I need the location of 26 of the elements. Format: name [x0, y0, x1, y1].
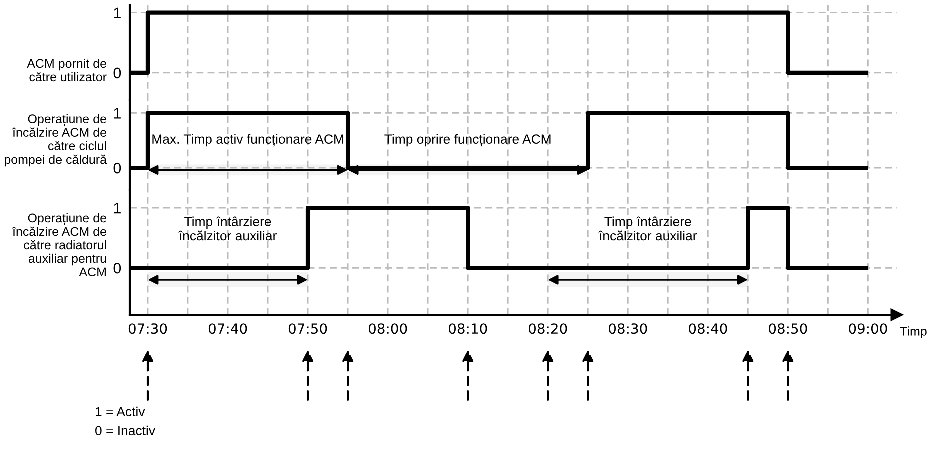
x-tick-label: 07:50: [288, 324, 328, 334]
text: 1 = Activ: [96, 406, 146, 417]
y-tick-label: 1: [114, 108, 121, 119]
y-axis-title: Operațiune de încălzire ACM de către radiatorul auxiliar pentru ACM: [12, 213, 106, 277]
x-axis-title: Timp: [900, 326, 927, 338]
y-tick-label: 0: [114, 68, 122, 79]
x-tick-label: 09:00: [849, 324, 888, 334]
x-tick-label: 07:40: [208, 324, 248, 334]
y-tick-label: 1: [114, 8, 121, 18]
y-tick-label: 0: [114, 162, 122, 174]
text: 0 = Inactiv: [96, 426, 156, 436]
band-label: Timp întârziere încălzitor auxiliar: [178, 216, 277, 241]
x-tick-label: 08:10: [449, 324, 488, 334]
y-tick-label: 0: [114, 262, 122, 274]
x-tick-label: 08:00: [368, 324, 408, 334]
x-tick-label: 08:30: [609, 324, 648, 334]
y-tick-label: 1: [114, 203, 121, 214]
x-tick-label: 08:40: [689, 324, 728, 334]
x-tick-label: 08:50: [769, 324, 808, 334]
x-tick-label: 08:20: [528, 324, 568, 334]
band-label: Timp întârziere încălzitor auxiliar: [598, 216, 698, 241]
y-axis-title: ACM pornit de către utilizator: [27, 58, 107, 82]
band-label: Max. Timp activ funcționare ACM: [152, 134, 344, 147]
x-tick-label: 07:30: [128, 324, 168, 334]
y-axis-title: Operațiune de încălzire ACM de către ciclul pompei de căldură: [4, 114, 107, 167]
band-label: Timp oprire funcționare ACM: [384, 134, 551, 147]
